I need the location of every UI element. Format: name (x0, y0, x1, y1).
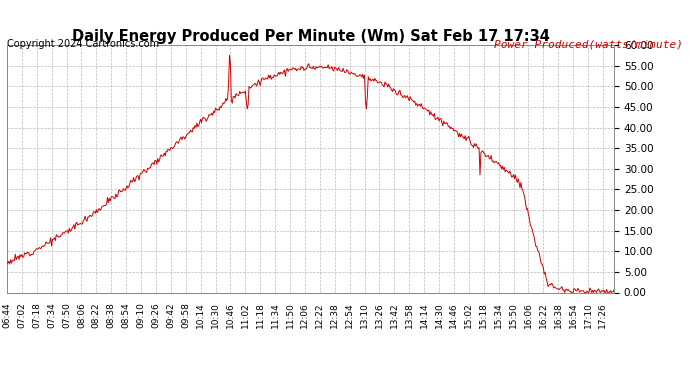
Text: Copyright 2024 Cartronics.com: Copyright 2024 Cartronics.com (7, 39, 159, 50)
Text: Power Produced(watts/minute): Power Produced(watts/minute) (494, 39, 683, 50)
Title: Daily Energy Produced Per Minute (Wm) Sat Feb 17 17:34: Daily Energy Produced Per Minute (Wm) Sa… (72, 29, 549, 44)
